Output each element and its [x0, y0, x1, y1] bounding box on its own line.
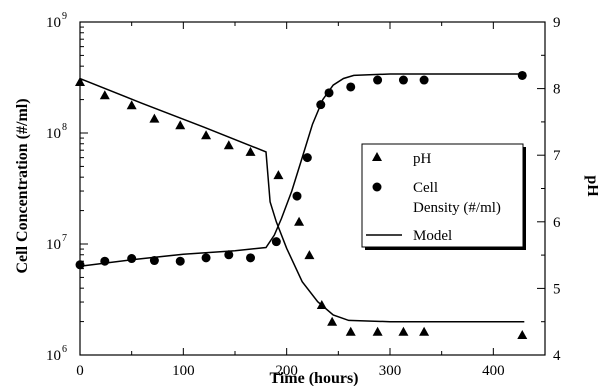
- legend: pH Cell Density (#/ml) Model: [361, 143, 526, 250]
- cell-density-point: [419, 75, 429, 85]
- legend-label-cell: Cell: [413, 180, 438, 196]
- x-axis-title: Time (hours): [269, 370, 358, 386]
- ph-point: [201, 130, 212, 140]
- y-left-tick-exponent: 7: [62, 233, 67, 244]
- y-right-tick-label: 8: [553, 82, 561, 98]
- ph-point: [175, 120, 186, 130]
- y-left-tick-base: 10: [46, 15, 61, 31]
- cell-density-point: [201, 253, 211, 263]
- cell-density-point: [175, 256, 185, 266]
- ph-point: [126, 100, 137, 110]
- y-left-tick-base: 10: [46, 126, 61, 142]
- x-tick-label: 200: [275, 363, 298, 379]
- legend-label-model: Model: [413, 228, 452, 244]
- ph-point: [245, 146, 256, 156]
- legend-box-shadow-bottom: [365, 247, 526, 250]
- legend-box: [361, 143, 524, 248]
- y-left-tick-exponent: 6: [62, 344, 67, 355]
- ph-point: [345, 326, 356, 336]
- cell-density-point: [346, 82, 356, 92]
- cell-density-point: [398, 75, 408, 85]
- y-right-tick-label: 7: [553, 148, 561, 164]
- ph-point: [294, 216, 305, 226]
- y-left-tick-base: 10: [46, 348, 61, 364]
- legend-box-shadow-right: [523, 147, 526, 250]
- ph-point: [304, 250, 315, 260]
- x-tick-label: 400: [482, 363, 505, 379]
- ph-point: [149, 113, 160, 123]
- model-curve-right: [79, 77, 525, 323]
- cell-density-point: [292, 191, 302, 201]
- cell-density-point: [271, 237, 281, 247]
- ph-point: [419, 326, 430, 336]
- y-right-axis-title: pH: [584, 175, 598, 197]
- cell-density-point: [373, 75, 383, 85]
- x-tick-label: 0: [76, 363, 84, 379]
- ph-point: [517, 330, 528, 340]
- y-right-tick-label: 5: [553, 281, 561, 297]
- x-tick-label: 100: [172, 363, 195, 379]
- y-right-tick-label: 9: [553, 15, 561, 31]
- model-curve-left: [79, 73, 525, 268]
- cell-density-point: [100, 256, 110, 266]
- x-tick-label: 300: [379, 363, 402, 379]
- y-left-tick-exponent: 9: [62, 11, 67, 22]
- legend-label-ph: pH: [413, 151, 432, 167]
- cell-density-point: [127, 254, 137, 264]
- y-left-axis-title: Cell Concentration (#/ml): [14, 98, 31, 273]
- legend-label-density: Density (#/ml): [413, 200, 501, 216]
- ph-point: [398, 326, 409, 336]
- ph-point: [372, 326, 383, 336]
- legend-triangle-marker: [372, 152, 382, 161]
- legend-circle-marker: [372, 182, 382, 192]
- ph-point: [75, 76, 85, 86]
- y-right-tick-label: 4: [553, 348, 561, 364]
- ph-point: [273, 170, 284, 180]
- y-left-tick-exponent: 8: [62, 122, 67, 133]
- y-right-tick-label: 6: [553, 215, 561, 231]
- ph-point: [99, 90, 110, 100]
- y-left-tick-base: 10: [46, 237, 61, 253]
- ph-point: [327, 316, 338, 326]
- cell-density-point: [246, 253, 255, 263]
- cell-density-point: [517, 70, 527, 80]
- cell-density-point: [75, 260, 85, 270]
- ph-point: [223, 140, 234, 150]
- cell-density-point: [224, 250, 234, 260]
- cell-density-point: [302, 153, 312, 163]
